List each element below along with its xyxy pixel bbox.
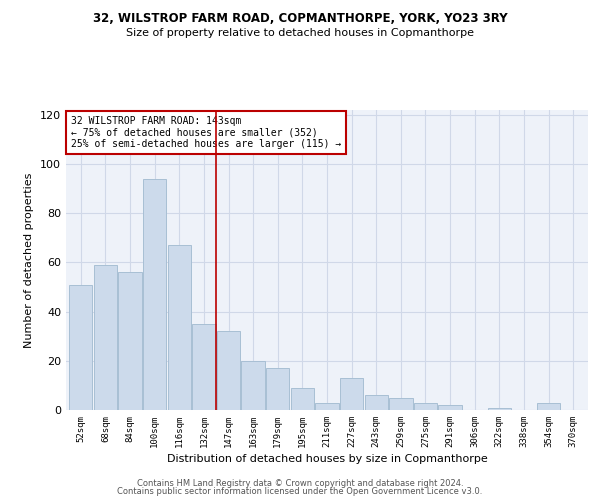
Bar xyxy=(488,408,511,410)
X-axis label: Distribution of detached houses by size in Copmanthorpe: Distribution of detached houses by size … xyxy=(167,454,487,464)
Bar xyxy=(143,179,166,410)
Bar xyxy=(167,245,191,410)
Bar xyxy=(241,361,265,410)
Bar xyxy=(414,402,437,410)
Text: Contains public sector information licensed under the Open Government Licence v3: Contains public sector information licen… xyxy=(118,487,482,496)
Bar xyxy=(316,402,338,410)
Text: Size of property relative to detached houses in Copmanthorpe: Size of property relative to detached ho… xyxy=(126,28,474,38)
Text: 32 WILSTROP FARM ROAD: 143sqm
← 75% of detached houses are smaller (352)
25% of : 32 WILSTROP FARM ROAD: 143sqm ← 75% of d… xyxy=(71,116,341,149)
Text: 32, WILSTROP FARM ROAD, COPMANTHORPE, YORK, YO23 3RY: 32, WILSTROP FARM ROAD, COPMANTHORPE, YO… xyxy=(92,12,508,26)
Bar xyxy=(439,405,462,410)
Bar xyxy=(340,378,364,410)
Bar xyxy=(94,265,117,410)
Bar xyxy=(389,398,413,410)
Bar xyxy=(537,402,560,410)
Bar xyxy=(266,368,289,410)
Bar xyxy=(217,332,240,410)
Bar xyxy=(118,272,142,410)
Bar xyxy=(192,324,215,410)
Text: Contains HM Land Registry data © Crown copyright and database right 2024.: Contains HM Land Registry data © Crown c… xyxy=(137,478,463,488)
Bar xyxy=(290,388,314,410)
Bar xyxy=(365,395,388,410)
Y-axis label: Number of detached properties: Number of detached properties xyxy=(25,172,34,348)
Bar xyxy=(69,284,92,410)
